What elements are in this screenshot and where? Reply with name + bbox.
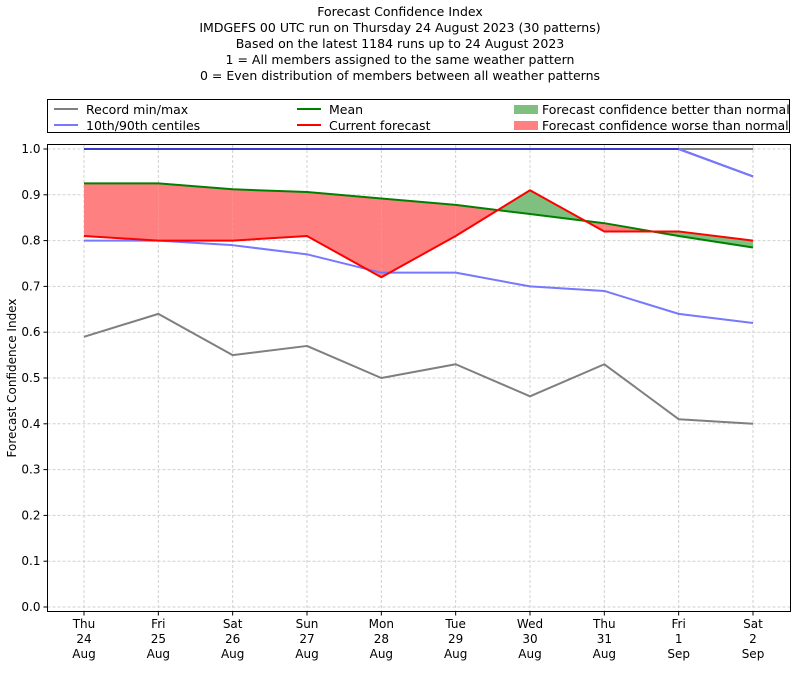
- x-tick-label: 1: [675, 632, 683, 646]
- x-tick-label: Sat: [743, 617, 763, 631]
- x-tick-label: Sep: [667, 647, 690, 661]
- chart-subtitle-run: IMDGEFS 00 UTC run on Thursday 24 August…: [199, 20, 601, 35]
- x-tick-label: 24: [76, 632, 91, 646]
- x-tick-label: Aug: [518, 647, 541, 661]
- legend-label-worse: Forecast confidence worse than normal: [542, 117, 789, 133]
- legend-item-centiles: 10th/90th centiles: [54, 117, 200, 133]
- x-tick-label: Aug: [221, 647, 244, 661]
- legend-swatch-centiles: [54, 124, 78, 126]
- x-tick-label: Fri: [151, 617, 165, 631]
- series-line-mean: [84, 182, 754, 249]
- y-tick-label: 0.2: [21, 508, 40, 522]
- series-line-90th-centile: [84, 148, 754, 178]
- x-tick-label: Sun: [296, 617, 319, 631]
- y-axis-label: Forecast Confidence Index: [5, 299, 19, 458]
- y-tick-label: 0.0: [21, 600, 40, 614]
- x-tick-label: Mon: [369, 617, 394, 631]
- series-lines: [83, 148, 754, 425]
- legend-label-current: Current forecast: [329, 117, 431, 133]
- x-tick-label: 2: [749, 632, 757, 646]
- legend-item-better: Forecast confidence better than normal: [514, 101, 790, 117]
- chart-subtitle-based: Based on the latest 1184 runs up to 24 A…: [235, 36, 565, 51]
- legend-label-centiles: 10th/90th centiles: [86, 117, 201, 133]
- x-tick-label: Tue: [444, 617, 466, 631]
- y-tick-label: 1.0: [21, 142, 40, 156]
- x-tick-label: Fri: [672, 617, 686, 631]
- chart-title-block: Forecast Confidence Index IMDGEFS 00 UTC…: [0, 4, 800, 84]
- legend-label-better: Forecast confidence better than normal: [542, 101, 790, 117]
- y-tick-label: 0.1: [21, 554, 40, 568]
- x-tick-label: 29: [448, 632, 463, 646]
- x-tick-label: 28: [374, 632, 389, 646]
- y-axis: 0.0 0.1 0.2 0.3 0.4 0.5 0.6 0.7 0.8 0.9 1.0: [21, 142, 48, 614]
- fill-worse-than-normal: [232, 189, 307, 241]
- y-tick-label: 0.6: [21, 325, 40, 339]
- x-tick-label: Aug: [370, 647, 393, 661]
- legend-label-mean: Mean: [329, 101, 364, 117]
- x-tick-label: Thu: [72, 617, 96, 631]
- series-line-10th-centile: [84, 239, 754, 325]
- fill-worse-than-normal: [307, 192, 382, 278]
- x-tick-label: Aug: [295, 647, 318, 661]
- x-tick-label: Thu: [592, 617, 616, 631]
- y-tick-label: 0.8: [21, 234, 40, 248]
- legend-label-record: Record min/max: [86, 101, 189, 117]
- legend-swatch-better: [514, 104, 538, 114]
- x-tick-label: Wed: [517, 617, 543, 631]
- fill-worse-than-normal: [84, 183, 159, 241]
- fill-worse-than-normal: [158, 183, 233, 241]
- y-tick-label: 0.9: [21, 188, 40, 202]
- legend-swatch-record: [54, 108, 78, 110]
- legend-swatch-current: [297, 124, 321, 126]
- legend-swatch-worse: [514, 120, 538, 130]
- fill-worse-than-normal: [455, 204, 498, 237]
- x-axis: Thu24AugFri25AugSat26AugSun27AugMon28Aug…: [72, 611, 765, 661]
- x-tick-label: 30: [522, 632, 537, 646]
- x-tick-label: Sep: [742, 647, 765, 661]
- series-line-current-forecast: [83, 189, 754, 279]
- x-tick-label: Aug: [593, 647, 616, 661]
- legend-item-mean: Mean: [297, 101, 363, 117]
- y-tick-label: 0.5: [21, 371, 40, 385]
- legend-item-record: Record min/max: [54, 101, 188, 117]
- x-tick-label: Aug: [72, 647, 95, 661]
- series-line-90th-centile-segment: [678, 148, 754, 178]
- legend-item-current: Current forecast: [297, 117, 430, 133]
- chart-subtitle-one: 1 = All members assigned to the same wea…: [225, 52, 575, 67]
- confidence-fills: [84, 183, 753, 278]
- x-tick-label: 26: [225, 632, 240, 646]
- chart-subtitle-zero: 0 = Even distribution of members between…: [199, 68, 601, 83]
- y-tick-label: 0.7: [21, 279, 40, 293]
- y-tick-label: 0.4: [21, 417, 40, 431]
- series-line-record-min: [83, 312, 754, 425]
- x-tick-label: Aug: [147, 647, 170, 661]
- fill-worse-than-normal: [381, 198, 456, 278]
- fill-better-than-normal: [678, 231, 753, 248]
- x-tick-label: Aug: [444, 647, 467, 661]
- chart-legend: Record min/max 10th/90th centiles Mean C…: [47, 99, 790, 133]
- x-tick-label: 31: [597, 632, 612, 646]
- chart-title: Forecast Confidence Index: [317, 4, 483, 19]
- x-tick-label: Sat: [223, 617, 243, 631]
- legend-swatch-mean: [297, 108, 321, 110]
- y-tick-label: 0.3: [21, 463, 40, 477]
- x-tick-label: 27: [299, 632, 314, 646]
- legend-item-worse: Forecast confidence worse than normal: [514, 117, 789, 133]
- x-tick-label: 25: [151, 632, 166, 646]
